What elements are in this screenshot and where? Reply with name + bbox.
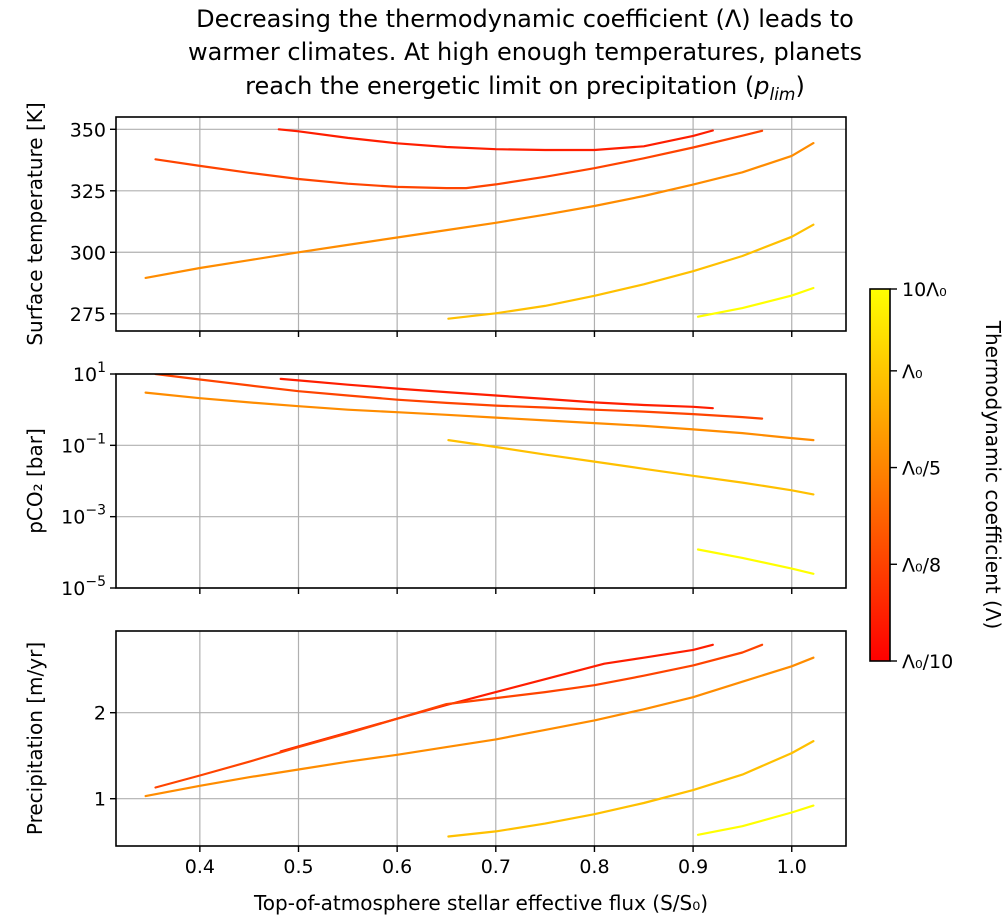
title-line-3-end: )	[795, 72, 804, 100]
y-tick-label: 1	[94, 789, 106, 811]
series-line-3	[144, 142, 815, 279]
colorbar-tick-label: Λ₀/5	[902, 458, 941, 480]
y-tick-label: 350	[70, 119, 106, 141]
series-line-4	[447, 740, 815, 838]
x-tick-label: 0.4	[185, 856, 215, 878]
x-axis-label: Top-of-atmosphere stellar effective flux…	[253, 891, 708, 915]
series-line-2	[154, 374, 764, 420]
series-line-3	[144, 391, 815, 442]
chart-title-line-3: reach the energetic limit on precipitati…	[245, 72, 805, 105]
y-tick-label: 275	[70, 304, 106, 326]
colorbar-label: Thermodynamic coefficient (Λ)	[981, 320, 1005, 630]
title-symbol-subscript: lim	[769, 85, 795, 105]
colorbar: 10Λ₀ Λ₀ Λ₀/5 Λ₀/8 Λ₀/10 Thermodynamic coeffi…	[869, 279, 1005, 673]
series-line-5	[696, 286, 815, 318]
y-axis-label: pCO₂ [bar]	[23, 428, 47, 534]
colorbar-tick-label: Λ₀	[902, 361, 923, 383]
title-line-3-text: reach the energetic limit on precipitati…	[245, 72, 754, 100]
colorbar-tick-label: Λ₀/10	[902, 651, 953, 673]
y-axis-label: Precipitation [m/yr]	[23, 642, 47, 835]
colorbar-tick-label: Λ₀/8	[902, 554, 941, 576]
x-tick-label: 0.6	[382, 856, 412, 878]
colorbar-ticks: 10Λ₀ Λ₀ Λ₀/5 Λ₀/8 Λ₀/10	[890, 279, 953, 673]
series-line-5	[696, 804, 815, 836]
panel-precipitation: 0.4 0.5 0.6 0.7 0.8 0.9 1.0 1 2 Precipitation [m/…	[23, 630, 847, 915]
plot-frame	[115, 630, 847, 847]
plot-frame	[115, 116, 847, 332]
y-tick-label: 2	[94, 703, 106, 725]
panel-temperature: 275 300 325 350 Surface temperature [K]	[23, 102, 847, 346]
series-line-1	[277, 128, 714, 152]
series-line-1	[279, 377, 714, 410]
y-tick-label: 10−5	[61, 574, 106, 600]
y-axis-label: Surface temperature [K]	[23, 102, 47, 345]
x-tick-label: 0.8	[579, 856, 609, 878]
x-tick-label: 0.7	[481, 856, 511, 878]
x-tick-label: 1.0	[777, 856, 807, 878]
y-tick-label: 325	[70, 181, 106, 203]
y-tick-label: 300	[70, 242, 106, 264]
series-line-3	[144, 656, 815, 798]
y-tick-label: 10−1	[61, 431, 106, 457]
y-tick-label: 101	[73, 360, 106, 386]
series-line-2	[154, 129, 764, 190]
series-line-4	[447, 223, 815, 320]
colorbar-tick-label: 10Λ₀	[902, 279, 947, 301]
series-line-5	[696, 548, 815, 575]
plot-frame	[115, 373, 847, 589]
x-tick-label: 0.9	[678, 856, 708, 878]
chart-title-line-2: warmer climates. At high enough temperat…	[188, 38, 862, 66]
title-symbol: p	[753, 72, 769, 100]
series-line-4	[447, 439, 815, 496]
chart-title-line-1: Decreasing the thermodynamic coefficient…	[196, 5, 854, 33]
colorbar-gradient	[869, 288, 891, 662]
y-tick-label: 10−3	[61, 503, 106, 529]
panel-pco2: 101 10−1 10−3 10−5 pCO₂ [bar]	[23, 360, 847, 600]
series-line-2	[154, 643, 764, 789]
x-tick-label: 0.5	[283, 856, 313, 878]
